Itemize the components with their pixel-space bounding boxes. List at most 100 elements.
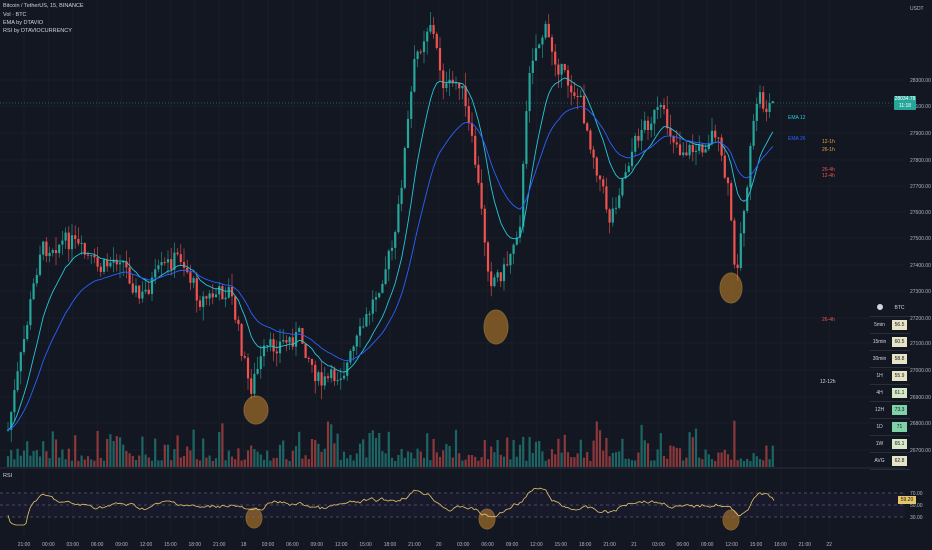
volume-bar <box>429 460 432 467</box>
candle-body <box>714 130 717 138</box>
rsi-indicator-label[interactable]: RSI by DTAVIOCURRENCY <box>3 28 72 34</box>
candle-body <box>627 166 630 173</box>
candle-body <box>218 286 221 295</box>
candle-body <box>643 120 646 131</box>
price-axis[interactable]: 28300.00 28100.00 27900.00 27800.00 27700.00… <box>910 78 931 454</box>
volume-bar <box>51 431 54 467</box>
candle-body <box>406 118 410 149</box>
candle-body <box>477 164 480 183</box>
time-tick: 18:00 <box>774 542 787 548</box>
candle-body <box>496 272 499 278</box>
candle-body <box>384 269 387 284</box>
candle-body <box>157 265 160 270</box>
candle-body <box>90 255 93 257</box>
candle-body <box>598 175 602 180</box>
volume-bar <box>13 459 16 467</box>
candle-body <box>26 325 29 339</box>
candle-body <box>614 207 618 209</box>
level-label: 12-1h <box>822 139 835 145</box>
timeframe-cell: 1D <box>870 418 890 436</box>
time-tick: 21:00 <box>603 542 616 548</box>
candle-body <box>458 82 461 89</box>
candle-body <box>202 296 205 307</box>
candle-body <box>426 31 429 42</box>
candle-body <box>10 412 13 430</box>
table-row: 30min 58.8 <box>870 350 910 368</box>
rsi-level-label: 30.00 <box>910 515 923 521</box>
volume-bar <box>419 451 422 467</box>
volume-bar <box>195 459 198 467</box>
volume-bar <box>726 454 730 467</box>
candle-body <box>336 380 339 382</box>
candle-body <box>208 293 211 299</box>
candle-body <box>560 63 563 75</box>
volume-bar <box>592 440 595 467</box>
candle-body <box>35 274 38 284</box>
candle-body <box>557 64 560 75</box>
candle-body <box>317 372 320 382</box>
candle-body <box>710 130 714 144</box>
candle-body <box>294 332 298 347</box>
candle-body <box>394 232 397 248</box>
volume-bar <box>576 453 579 467</box>
price-tick: 27200.00 <box>910 316 931 322</box>
time-tick: 21:00 <box>408 542 421 548</box>
volume-bar <box>742 460 746 467</box>
price-tick: 27900.00 <box>910 131 931 137</box>
volume-bar <box>467 454 470 467</box>
time-axis[interactable]: 21:00 00:00 03:00 06:00 09:00 12:00 15:00 18:00… <box>18 542 832 548</box>
candle-body <box>77 238 80 244</box>
volume-bar <box>547 459 550 467</box>
candle-body <box>429 25 432 32</box>
rsi-value-cell: 71 <box>889 418 910 436</box>
volume-indicator-label[interactable]: Vol · BTC <box>3 12 27 18</box>
candle-body <box>323 376 326 386</box>
volume-bar <box>717 452 720 467</box>
candle-body <box>150 277 154 294</box>
candle-body <box>387 250 390 270</box>
candle-body <box>678 144 682 155</box>
candle-body <box>48 252 51 257</box>
table-row: 1H 55.9 <box>870 367 910 385</box>
volume-bar <box>99 457 102 467</box>
volume-bar <box>90 459 93 467</box>
candle-body <box>445 83 448 89</box>
candle-body <box>538 44 541 49</box>
candle-body <box>365 314 368 327</box>
candle-body <box>115 259 118 265</box>
volume-bar <box>675 447 678 467</box>
candle-body <box>454 82 458 84</box>
volume-bar <box>758 459 762 467</box>
table-row: 12H 73.3 <box>870 401 910 419</box>
rsi-panel-label[interactable]: RSI <box>3 473 13 479</box>
volume-bar <box>227 450 230 467</box>
ema-indicator-label[interactable]: EMA by DTAVIO <box>3 20 44 26</box>
candle-body <box>768 103 771 112</box>
candle-body <box>93 255 96 258</box>
volume-bar <box>464 459 467 467</box>
symbol-title[interactable]: Bitcoin / TetherUS, 15, BINANCE <box>3 3 84 9</box>
candle-body <box>326 376 330 379</box>
candle-body <box>480 182 483 209</box>
volume-bar <box>125 450 128 467</box>
volume-bar <box>653 460 656 467</box>
volume-bar <box>381 451 384 467</box>
volume-bar <box>624 458 627 467</box>
rsi-level-label: 70.00 <box>910 491 923 497</box>
candle-body <box>525 111 528 164</box>
volume-bar <box>550 449 554 467</box>
volume-bar <box>678 448 682 467</box>
volume-bar <box>531 453 534 467</box>
candle-body <box>646 120 650 131</box>
time-tick: 18:00 <box>579 542 592 548</box>
candle-body <box>752 120 755 146</box>
volume-bar <box>58 457 61 467</box>
price-tick: 27800.00 <box>910 158 931 164</box>
candle-body <box>195 278 198 301</box>
volume-bar <box>243 459 246 467</box>
candle-body <box>592 149 595 158</box>
candle-body <box>29 299 32 326</box>
time-tick: 15:00 <box>359 542 372 548</box>
volume-bar <box>483 439 486 467</box>
